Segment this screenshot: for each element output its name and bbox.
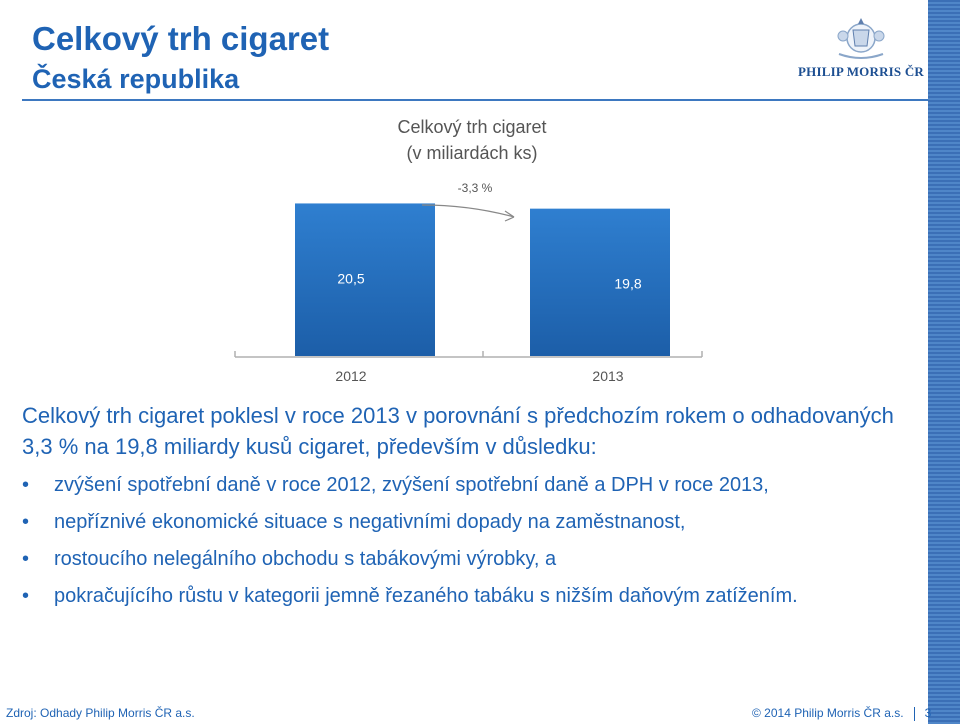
crest-icon <box>837 18 885 59</box>
bullet-item: • pokračujícího růstu v kategorii jemně ř… <box>22 583 922 609</box>
source-note: Zdroj: Odhady Philip Morris ČR a.s. <box>6 706 195 720</box>
page-title: Celkový trh cigaret <box>32 20 330 57</box>
bullet-symbol: • <box>22 585 30 607</box>
page-subtitle: Česká republika <box>32 64 240 94</box>
x-tick-label: 2012 <box>335 368 366 384</box>
bullet-list: • zvýšení spotřební daně v roce 2012, zvý… <box>22 472 922 609</box>
bullet-symbol: • <box>22 474 30 496</box>
change-annotation: -3,3 % <box>458 181 493 195</box>
bullet-item: • nepříznivé ekonomické situace s negativ… <box>22 509 922 535</box>
copyright-text: © 2014 Philip Morris ČR a.s. <box>752 706 904 720</box>
logo-wordmark: PHILIP MORRIS ČR <box>798 64 924 79</box>
change-arrow-line <box>421 204 515 218</box>
bullet-text: pokračujícího růstu v kategorii jemně ře… <box>54 585 798 607</box>
title-divider <box>22 99 928 101</box>
footer-meta: © 2014 Philip Morris ČR a.s. 3 <box>752 706 931 721</box>
bar-2013 <box>530 208 670 356</box>
page-number: 3 <box>924 706 932 720</box>
philip-morris-logo: PHILIP MORRIS ČR <box>797 14 925 84</box>
change-arrow-head <box>504 210 515 222</box>
footer-separator <box>913 706 915 721</box>
chart-subtitle: (v miliardách ks) <box>406 143 537 163</box>
x-tick-label: 2013 <box>592 368 623 384</box>
bullet-symbol: • <box>22 548 30 570</box>
chart-title: Celkový trh cigaret <box>397 117 546 137</box>
bar-2012 <box>295 203 435 356</box>
text-body: Celkový trh cigaret poklesl v roce 2013 … <box>22 400 922 620</box>
bullet-item: • zvýšení spotřební daně v roce 2012, zvý… <box>22 472 922 498</box>
bar-value-label: 20,5 <box>337 270 364 286</box>
decorative-side-strip <box>928 0 960 724</box>
chart-canvas: Celkový trh cigaret (v miliardách ks) 20,5… <box>234 117 703 384</box>
bullet-text: nepříznivé ekonomické situace s negativn… <box>54 511 686 533</box>
bullet-text: zvýšení spotřební daně v roce 2012, zvýš… <box>54 474 769 496</box>
intro-paragraph: Celkový trh cigaret poklesl v roce 2013 … <box>22 403 894 459</box>
bar-value-label: 19,8 <box>614 276 641 292</box>
bullet-text: rostoucího nelegálního obchodu s tabákov… <box>54 548 557 570</box>
bullet-item: • rostoucího nelegálního obchodu s tabáko… <box>22 546 922 572</box>
bar-chart: Celkový trh cigaret (v miliardách ks) 20,5… <box>200 105 740 395</box>
bullet-symbol: • <box>22 511 30 533</box>
